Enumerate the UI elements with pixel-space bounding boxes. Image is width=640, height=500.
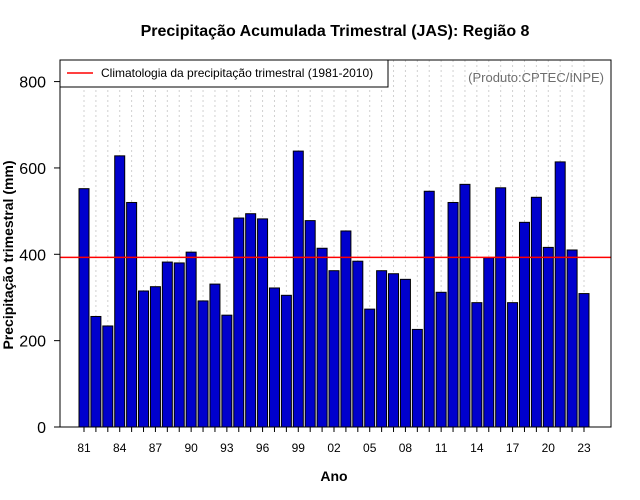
bar-96 — [257, 218, 269, 428]
y-tick-label: 200 — [19, 334, 46, 351]
x-tick-label: 81 — [77, 441, 91, 455]
bar-02 — [328, 270, 340, 428]
x-tick-label: 23 — [577, 441, 591, 455]
x-tick-label: 11 — [435, 441, 448, 455]
bar-19 — [530, 196, 542, 428]
x-tick-label: 87 — [149, 441, 163, 455]
x-tick-label: 96 — [256, 441, 270, 455]
bar-22 — [566, 249, 578, 428]
bar-04 — [352, 260, 364, 428]
x-tick-label: 05 — [363, 441, 377, 455]
y-tick-label: 600 — [19, 161, 46, 178]
y-axis: 0 200 400 600 800 — [19, 75, 60, 437]
bar-03 — [340, 230, 352, 428]
x-tick-label: 99 — [292, 441, 306, 455]
bar-07 — [388, 273, 400, 428]
bar-97 — [268, 287, 280, 428]
bar-94 — [233, 217, 245, 428]
bar-17 — [507, 302, 519, 428]
x-tick-label: 20 — [542, 441, 556, 455]
bar-11 — [435, 291, 447, 428]
x-axis: 81 84 87 90 93 96 99 02 05 08 11 14 17 20 23 — [77, 427, 591, 455]
bar-90 — [185, 251, 197, 428]
bar-98 — [280, 294, 292, 428]
bar-21 — [554, 161, 566, 428]
bar-87 — [149, 286, 161, 428]
bar-91 — [197, 300, 209, 428]
bar-23 — [578, 293, 590, 428]
x-tick-label: 90 — [184, 441, 198, 455]
legend-label-climatology: Climatologia da precipitação trimestral … — [101, 66, 373, 80]
bar-08 — [399, 278, 411, 428]
bar-86 — [138, 290, 150, 428]
y-axis-label: Precipitação trimestral (mm) — [0, 160, 16, 349]
bar-81 — [78, 188, 90, 428]
legend: Climatologia da precipitação trimestral … — [59, 59, 389, 88]
bar-83 — [102, 325, 114, 428]
x-tick-label: 02 — [327, 441, 341, 455]
bar-20 — [542, 246, 554, 428]
bar-95 — [245, 213, 257, 428]
legend-box — [59, 59, 389, 88]
bar-15 — [483, 257, 495, 428]
bar-99 — [292, 150, 304, 428]
bar-89 — [173, 262, 185, 428]
bar-85 — [126, 201, 138, 428]
bar-01 — [316, 247, 328, 428]
bar-09 — [411, 328, 423, 428]
bar-12 — [447, 201, 459, 428]
bar-00 — [304, 220, 316, 428]
y-tick-label: 800 — [19, 75, 46, 92]
bar-10 — [423, 190, 435, 428]
x-tick-label: 14 — [470, 441, 484, 455]
bar-series — [78, 150, 590, 428]
x-tick-label: 17 — [506, 441, 520, 455]
bar-92 — [209, 283, 221, 428]
x-tick-label: 84 — [113, 441, 127, 455]
bar-13 — [459, 183, 471, 428]
y-tick-label: 0 — [37, 420, 46, 437]
bar-06 — [376, 270, 388, 428]
bar-16 — [495, 187, 507, 428]
bar-05 — [364, 308, 376, 428]
bar-14 — [471, 302, 483, 428]
bar-84 — [114, 155, 126, 428]
x-tick-label: 08 — [399, 441, 413, 455]
product-credit: (Produto:CPTEC/INPE) — [468, 70, 604, 85]
bar-93 — [221, 314, 233, 428]
bar-18 — [518, 221, 530, 428]
bar-82 — [90, 315, 102, 428]
y-tick-label: 400 — [19, 247, 46, 264]
chart-title: Precipitação Acumulada Trimestral (JAS):… — [141, 23, 530, 40]
x-tick-label: 93 — [220, 441, 234, 455]
x-axis-label: Ano — [320, 468, 347, 484]
bar-88 — [161, 261, 173, 428]
